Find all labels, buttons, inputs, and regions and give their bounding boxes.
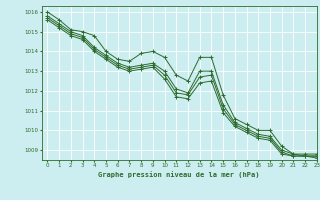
X-axis label: Graphe pression niveau de la mer (hPa): Graphe pression niveau de la mer (hPa) — [99, 171, 260, 178]
